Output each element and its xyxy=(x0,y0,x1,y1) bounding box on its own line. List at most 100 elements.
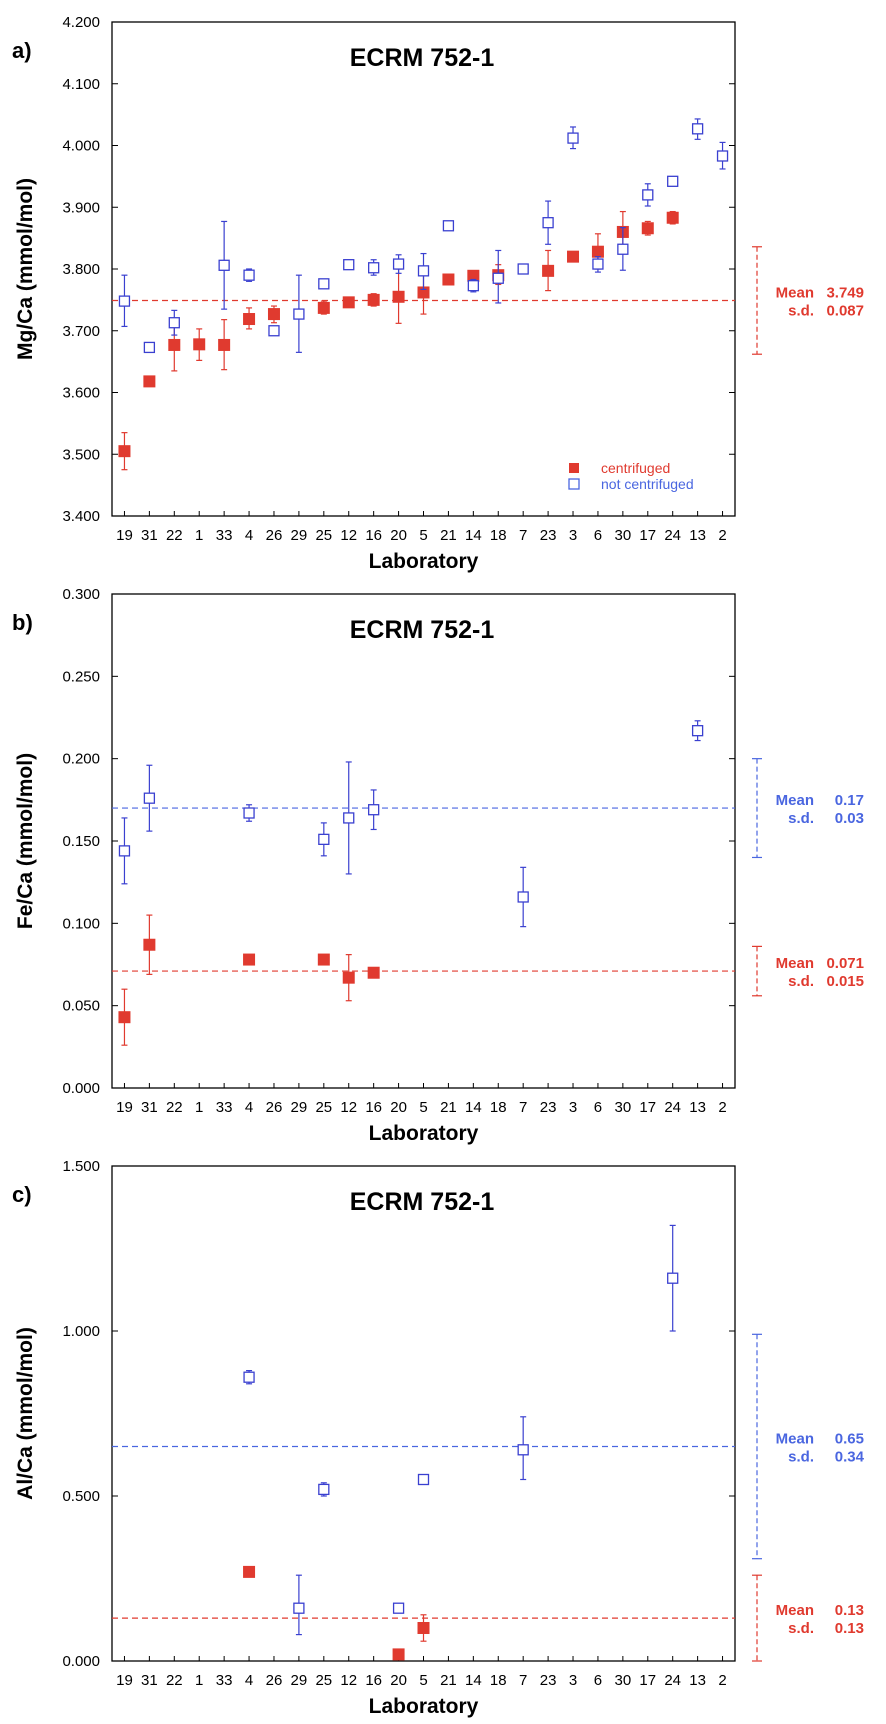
data-point-centrifuged xyxy=(666,211,679,224)
x-tick-label: 21 xyxy=(440,527,457,544)
legend-marker-centrifuged xyxy=(569,463,579,473)
x-tick-label: 24 xyxy=(664,1672,681,1689)
x-tick-label: 6 xyxy=(594,1672,602,1689)
x-tick-label: 23 xyxy=(540,1672,557,1689)
data-point-not-centrifuged xyxy=(716,150,729,162)
x-axis-label: Laboratory xyxy=(369,1695,479,1718)
data-point-centrifuged xyxy=(168,338,181,351)
x-tick-label: 25 xyxy=(315,1099,332,1116)
mean-label: Mean xyxy=(776,1431,814,1448)
data-point-not-centrifuged xyxy=(642,189,654,201)
y-tick-label: 0.100 xyxy=(62,915,100,932)
sd-value: 0.13 xyxy=(835,1620,864,1637)
data-point-centrifuged xyxy=(143,938,156,951)
x-tick-label: 5 xyxy=(419,527,427,544)
sd-label: s.d. xyxy=(788,1449,814,1466)
x-tick-label: 17 xyxy=(639,527,656,544)
data-point-not-centrifuged xyxy=(467,280,479,292)
x-tick-label: 4 xyxy=(245,1672,253,1689)
y-tick-label: 3.600 xyxy=(62,385,100,402)
x-tick-label: 1 xyxy=(195,527,203,544)
data-point-centrifuged xyxy=(417,1622,430,1634)
x-tick-label: 24 xyxy=(664,527,681,544)
data-point-not-centrifuged xyxy=(392,1602,405,1614)
x-tick-label: 6 xyxy=(594,527,602,544)
sd-label: s.d. xyxy=(788,302,814,319)
x-tick-label: 18 xyxy=(490,527,507,544)
y-tick-label: 0.050 xyxy=(62,998,100,1015)
data-point-centrifuged xyxy=(641,222,654,235)
data-point-not-centrifuged xyxy=(691,123,704,135)
x-axis-label: Laboratory xyxy=(369,550,479,573)
mean-label: Mean xyxy=(776,284,814,301)
mean-value: 0.13 xyxy=(835,1602,864,1619)
legend-label: not centrifuged xyxy=(601,476,694,492)
x-tick-label: 20 xyxy=(390,527,407,544)
x-tick-label: 13 xyxy=(689,1672,706,1689)
data-point-not-centrifuged xyxy=(442,220,455,232)
panel-label: b) xyxy=(12,610,33,635)
chart-panel-1: a) ECRM 752-1 3.400 3.500 3.600 3.700 3.800 3.9… xyxy=(12,14,864,573)
x-tick-label: 4 xyxy=(245,527,253,544)
data-point-centrifuged xyxy=(267,308,280,321)
y-axis-label: Fe/Ca (mmol/mol) xyxy=(14,753,37,929)
x-tick-label: 2 xyxy=(718,1672,726,1689)
data-point-centrifuged xyxy=(118,1011,131,1024)
data-point-not-centrifuged xyxy=(143,792,156,804)
mean-value: 3.749 xyxy=(826,284,864,301)
x-tick-label: 21 xyxy=(440,1099,457,1116)
x-tick-label: 1 xyxy=(195,1099,203,1116)
sd-label: s.d. xyxy=(788,810,814,827)
sd-value: 0.087 xyxy=(826,302,864,319)
data-point-centrifuged xyxy=(193,338,206,351)
data-point-not-centrifuged xyxy=(517,1444,529,1456)
x-tick-label: 29 xyxy=(291,1099,308,1116)
data-point-not-centrifuged xyxy=(343,259,355,271)
x-tick-label: 19 xyxy=(116,527,133,544)
legend-label: centrifuged xyxy=(601,460,670,476)
x-tick-label: 16 xyxy=(365,527,382,544)
mean-label: Mean xyxy=(776,1602,814,1619)
data-point-not-centrifuged xyxy=(392,258,405,270)
data-point-not-centrifuged xyxy=(368,804,380,816)
y-tick-label: 0.150 xyxy=(62,833,100,850)
data-point-not-centrifuged xyxy=(517,263,529,275)
y-tick-label: 0.500 xyxy=(62,1488,100,1505)
x-tick-label: 16 xyxy=(365,1099,382,1116)
y-tick-label: 3.800 xyxy=(62,261,100,278)
x-tick-label: 19 xyxy=(116,1099,133,1116)
data-point-not-centrifuged xyxy=(667,1272,679,1284)
x-tick-label: 22 xyxy=(166,1672,183,1689)
y-tick-label: 0.200 xyxy=(62,751,100,768)
data-point-centrifuged xyxy=(243,313,256,326)
x-tick-label: 17 xyxy=(639,1099,656,1116)
data-point-centrifuged xyxy=(143,375,156,388)
y-tick-label: 3.500 xyxy=(62,446,100,463)
data-point-not-centrifuged xyxy=(617,243,629,255)
data-point-not-centrifuged xyxy=(168,317,180,329)
sd-value: 0.015 xyxy=(826,973,864,990)
data-point-centrifuged xyxy=(367,966,380,979)
data-point-not-centrifuged xyxy=(492,272,504,284)
x-tick-label: 23 xyxy=(540,1099,557,1116)
data-point-not-centrifuged xyxy=(293,1602,305,1614)
data-point-not-centrifuged xyxy=(243,269,255,281)
x-tick-label: 29 xyxy=(291,527,308,544)
data-point-not-centrifuged xyxy=(417,1473,430,1486)
x-tick-label: 21 xyxy=(440,1672,457,1689)
x-tick-label: 26 xyxy=(266,1099,283,1116)
x-tick-label: 24 xyxy=(664,1099,681,1116)
y-tick-label: 0.300 xyxy=(62,586,100,603)
x-tick-label: 30 xyxy=(615,527,632,544)
y-tick-label: 3.700 xyxy=(62,323,100,340)
sd-label: s.d. xyxy=(788,1620,814,1637)
y-tick-label: 4.000 xyxy=(62,138,100,155)
y-tick-label: 1.500 xyxy=(62,1158,100,1175)
x-tick-label: 31 xyxy=(141,1099,158,1116)
y-tick-label: 4.200 xyxy=(62,14,100,31)
x-tick-label: 22 xyxy=(166,1099,183,1116)
data-point-centrifuged xyxy=(243,953,256,966)
x-tick-label: 18 xyxy=(490,1099,507,1116)
x-tick-label: 12 xyxy=(340,527,357,544)
